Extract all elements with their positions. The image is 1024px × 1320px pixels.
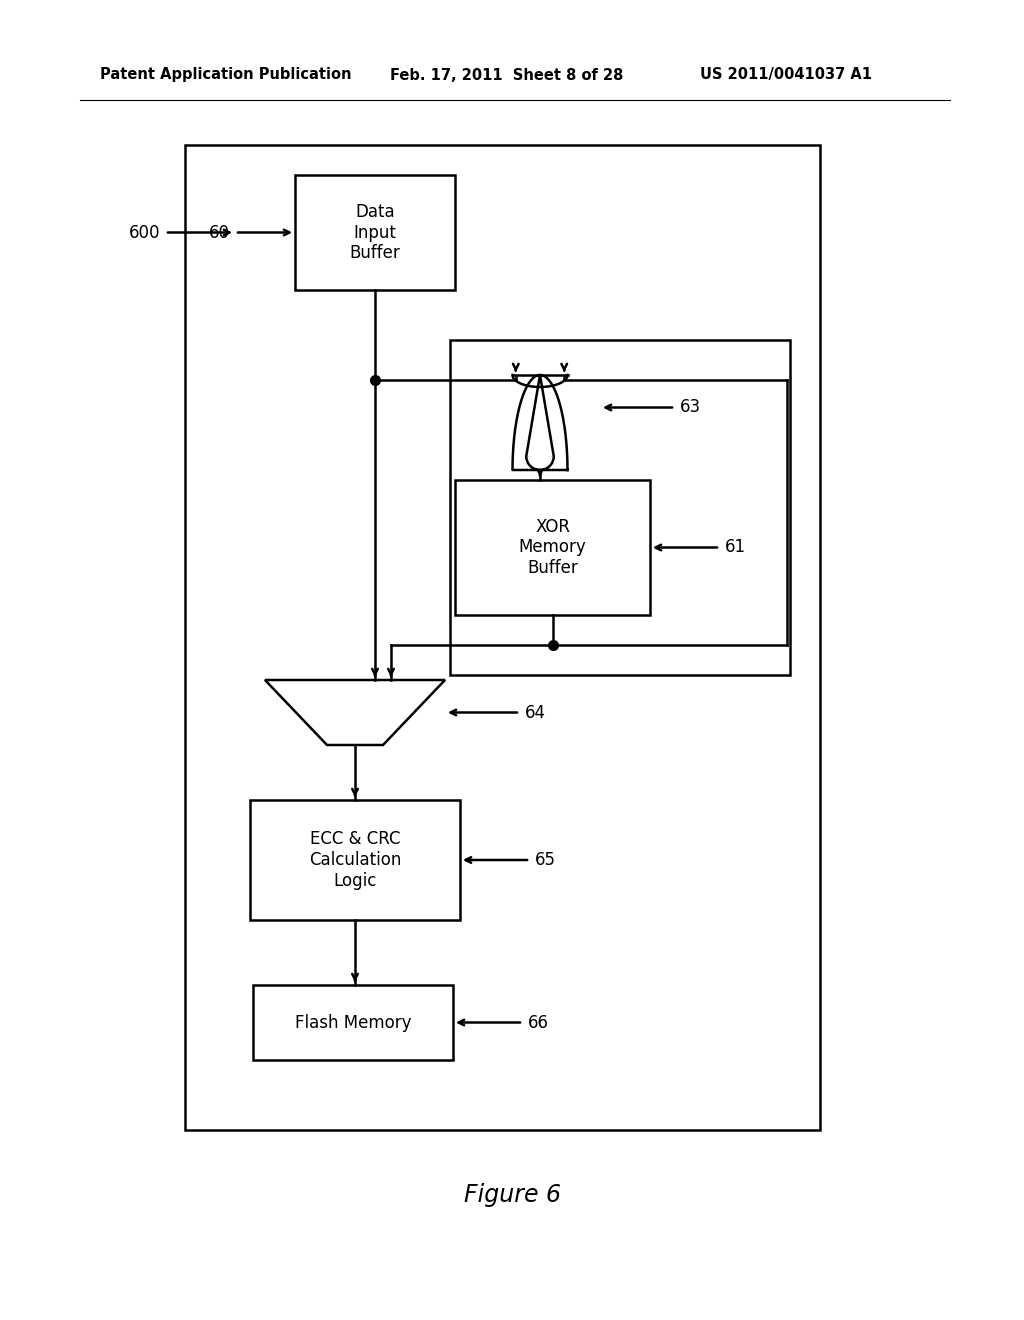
Text: 61: 61 <box>725 539 746 557</box>
Text: 600: 600 <box>128 223 160 242</box>
Bar <box>455 480 650 615</box>
Text: 66: 66 <box>528 1014 549 1031</box>
Bar <box>295 176 455 290</box>
Text: ECC & CRC
Calculation
Logic: ECC & CRC Calculation Logic <box>309 830 401 890</box>
Text: Patent Application Publication: Patent Application Publication <box>100 67 351 82</box>
Bar <box>185 145 820 1130</box>
Text: 64: 64 <box>525 704 546 722</box>
Polygon shape <box>265 680 445 744</box>
Bar <box>253 985 453 1060</box>
Text: 63: 63 <box>680 399 701 417</box>
Polygon shape <box>512 375 567 470</box>
Text: Data
Input
Buffer: Data Input Buffer <box>349 203 400 263</box>
Bar <box>250 800 460 920</box>
Text: 60: 60 <box>209 223 230 242</box>
Text: Flash Memory: Flash Memory <box>295 1014 412 1031</box>
Text: Feb. 17, 2011  Sheet 8 of 28: Feb. 17, 2011 Sheet 8 of 28 <box>390 67 624 82</box>
Text: XOR
Memory
Buffer: XOR Memory Buffer <box>518 517 587 577</box>
Bar <box>450 341 790 675</box>
Text: 65: 65 <box>535 851 556 869</box>
Text: Figure 6: Figure 6 <box>464 1183 560 1206</box>
Text: US 2011/0041037 A1: US 2011/0041037 A1 <box>700 67 872 82</box>
